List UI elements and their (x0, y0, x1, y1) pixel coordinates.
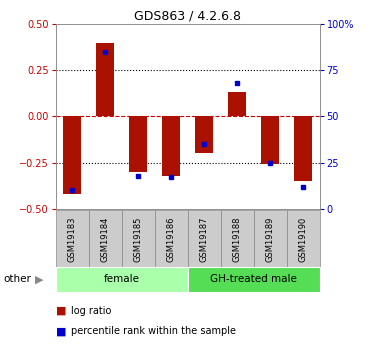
Bar (221, 210, 254, 267)
Bar (122, 210, 155, 267)
Bar (188, 210, 221, 267)
Text: GSM19190: GSM19190 (298, 216, 308, 262)
Bar (129, 117, 147, 172)
Bar (89, 210, 122, 267)
Bar (286, 210, 320, 267)
Bar (56, 267, 188, 292)
Bar (56, 210, 89, 267)
Bar (96, 42, 114, 117)
Text: ▶: ▶ (35, 275, 43, 284)
Text: GSM19188: GSM19188 (233, 216, 242, 262)
Bar (162, 117, 180, 176)
Bar (195, 117, 213, 153)
Text: GSM19185: GSM19185 (134, 216, 143, 262)
Text: GSM19187: GSM19187 (200, 216, 209, 262)
Text: ■: ■ (56, 326, 66, 336)
Text: percentile rank within the sample: percentile rank within the sample (71, 326, 236, 336)
Bar (294, 117, 312, 181)
Bar (254, 210, 286, 267)
Text: GSM19189: GSM19189 (266, 216, 275, 262)
Text: ■: ■ (56, 306, 66, 315)
Title: GDS863 / 4.2.6.8: GDS863 / 4.2.6.8 (134, 10, 241, 23)
Bar (63, 117, 81, 194)
Text: GH-treated male: GH-treated male (210, 275, 297, 284)
Text: GSM19186: GSM19186 (167, 216, 176, 262)
Text: GSM19183: GSM19183 (68, 216, 77, 262)
Text: GSM19184: GSM19184 (101, 216, 110, 262)
Bar (155, 210, 188, 267)
Text: log ratio: log ratio (71, 306, 112, 315)
Bar (188, 267, 320, 292)
Text: other: other (4, 275, 32, 284)
Text: female: female (104, 275, 140, 284)
Bar (228, 92, 246, 117)
Bar (261, 117, 279, 165)
